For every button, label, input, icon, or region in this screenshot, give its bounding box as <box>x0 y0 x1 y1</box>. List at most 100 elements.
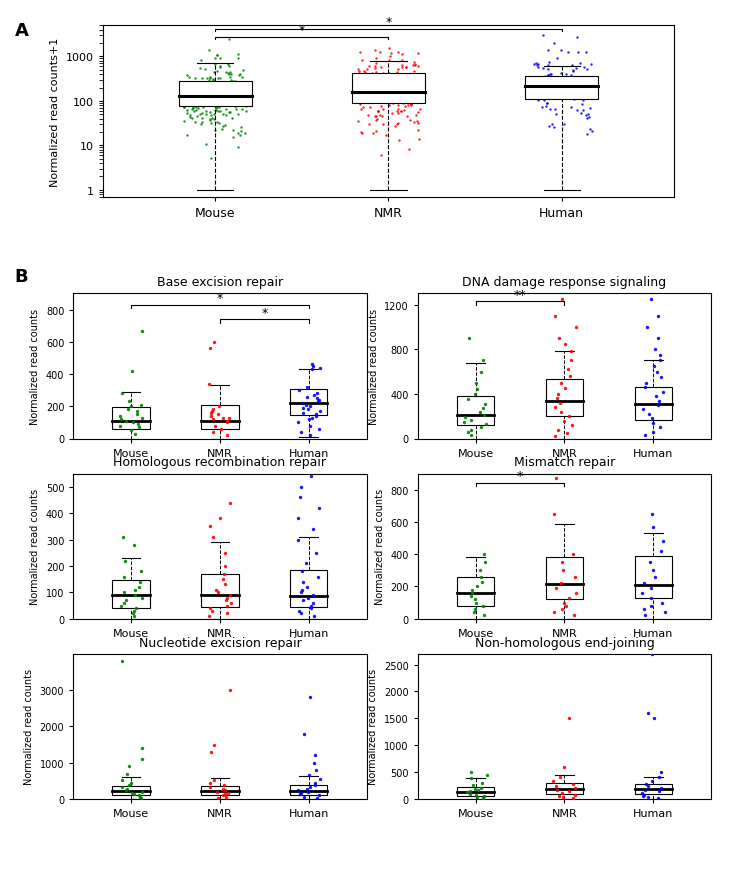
Point <box>310 409 322 423</box>
Point <box>542 44 553 58</box>
Point <box>120 783 132 797</box>
Point <box>184 109 196 123</box>
Point <box>237 71 248 85</box>
Point <box>386 88 398 102</box>
Point <box>220 594 232 608</box>
Point <box>545 77 556 91</box>
Point <box>133 788 145 802</box>
Point <box>296 284 308 298</box>
Point <box>465 413 477 427</box>
Bar <box>202 574 238 608</box>
Point <box>213 72 224 86</box>
Point <box>293 384 305 398</box>
Text: *: * <box>386 16 391 29</box>
Point <box>187 89 199 103</box>
Point <box>185 87 197 101</box>
Point <box>217 88 229 102</box>
Point <box>303 413 315 427</box>
Point <box>208 93 220 107</box>
Point <box>389 85 401 99</box>
Point <box>465 423 477 437</box>
Point <box>584 92 596 106</box>
Point <box>301 781 312 795</box>
Point <box>361 90 373 104</box>
Point <box>539 83 551 97</box>
Point <box>369 80 381 94</box>
Point <box>204 71 216 85</box>
Point <box>394 134 405 148</box>
Point <box>210 104 221 119</box>
Point <box>234 68 246 82</box>
Point <box>559 382 571 396</box>
Bar <box>526 76 598 100</box>
Point <box>565 100 577 114</box>
Point <box>204 780 216 794</box>
Point <box>232 47 243 61</box>
Point <box>578 61 589 75</box>
Point <box>550 779 562 793</box>
Point <box>536 70 548 84</box>
Point <box>369 110 381 124</box>
Point <box>550 783 562 797</box>
Point <box>369 62 380 76</box>
Point <box>648 360 660 374</box>
Y-axis label: Normalized read counts+1: Normalized read counts+1 <box>50 38 60 186</box>
Point <box>550 581 562 595</box>
Point <box>396 59 408 73</box>
Point <box>643 706 655 720</box>
Point <box>546 118 558 132</box>
Point <box>212 407 224 422</box>
Point <box>561 599 572 613</box>
Point <box>392 81 404 95</box>
Point <box>409 75 421 89</box>
Point <box>584 122 596 136</box>
Point <box>650 390 662 404</box>
Point <box>224 94 236 108</box>
Point <box>655 371 667 385</box>
Point <box>196 72 208 86</box>
Point <box>560 81 572 95</box>
Point <box>312 791 323 805</box>
Point <box>356 54 368 68</box>
Point <box>370 114 382 128</box>
Point <box>308 360 320 374</box>
Point <box>221 416 233 430</box>
Point <box>307 596 319 610</box>
Point <box>645 591 657 605</box>
Point <box>213 76 225 90</box>
Point <box>403 142 415 156</box>
Point <box>221 414 233 428</box>
Point <box>469 387 481 401</box>
Point <box>548 774 559 788</box>
Point <box>571 31 583 45</box>
Point <box>122 403 134 417</box>
Point <box>413 80 424 94</box>
Point <box>367 87 379 101</box>
Point <box>304 780 316 794</box>
Point <box>570 781 581 795</box>
Point <box>213 81 224 95</box>
Point <box>237 79 248 93</box>
Point <box>473 783 485 797</box>
Point <box>183 70 194 84</box>
Point <box>210 58 221 72</box>
Point <box>537 29 549 43</box>
Point <box>386 107 398 121</box>
Point <box>644 407 655 421</box>
Point <box>216 422 227 436</box>
Point <box>218 788 230 802</box>
Point <box>475 421 487 435</box>
Point <box>202 378 214 392</box>
Point <box>213 117 224 131</box>
Point <box>584 71 596 85</box>
Point <box>209 108 221 122</box>
Point <box>542 59 554 73</box>
Y-axis label: Normalized read counts: Normalized read counts <box>369 308 379 425</box>
Point <box>580 47 592 61</box>
Point <box>558 596 570 610</box>
Point <box>548 606 560 620</box>
Point <box>206 112 218 126</box>
Bar <box>635 557 672 598</box>
Point <box>388 96 399 110</box>
Point <box>178 101 190 115</box>
